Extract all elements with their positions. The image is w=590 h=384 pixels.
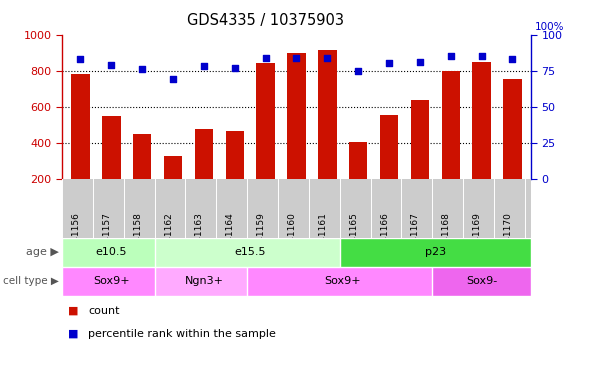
Point [168, 76, 178, 82]
Text: Ngn3+: Ngn3+ [185, 276, 224, 286]
Bar [503, 79, 522, 215]
Point [384, 60, 394, 66]
Bar [225, 131, 244, 215]
Bar [441, 71, 460, 215]
Bar [133, 134, 152, 215]
Point [323, 55, 332, 61]
Bar [164, 156, 182, 215]
Point [261, 55, 270, 61]
Bar [62, 238, 160, 267]
Bar [155, 267, 253, 296]
Point [415, 59, 425, 65]
Bar [380, 115, 398, 215]
Text: age ▶: age ▶ [26, 247, 59, 258]
Text: 100%: 100% [535, 22, 565, 32]
Text: GDS4335 / 10375903: GDS4335 / 10375903 [187, 13, 344, 28]
Point [508, 56, 517, 62]
Text: e15.5: e15.5 [234, 247, 266, 258]
Point [107, 62, 116, 68]
Bar [257, 63, 275, 215]
Text: count: count [88, 306, 120, 316]
Text: ■: ■ [68, 329, 78, 339]
Text: percentile rank within the sample: percentile rank within the sample [88, 329, 276, 339]
Bar [287, 53, 306, 215]
Text: ■: ■ [68, 306, 78, 316]
Point [76, 56, 85, 62]
Point [446, 53, 455, 59]
Text: Sox9+: Sox9+ [93, 276, 130, 286]
Point [477, 53, 486, 59]
Bar [318, 50, 336, 215]
Text: cell type ▶: cell type ▶ [3, 276, 59, 286]
Bar [411, 100, 429, 215]
Bar [340, 238, 531, 267]
Bar [71, 74, 90, 215]
Text: Sox9+: Sox9+ [324, 276, 361, 286]
Bar [473, 61, 491, 215]
Point [199, 63, 209, 70]
Text: e10.5: e10.5 [96, 247, 127, 258]
Point [291, 55, 301, 61]
Bar [155, 238, 346, 267]
Bar [432, 267, 531, 296]
Bar [195, 129, 213, 215]
Point [230, 65, 240, 71]
Point [137, 66, 147, 72]
Point [353, 68, 363, 74]
Text: Sox9-: Sox9- [466, 276, 497, 286]
Bar [247, 267, 438, 296]
Bar [102, 116, 120, 215]
Text: p23: p23 [425, 247, 446, 258]
Bar [349, 142, 368, 215]
Bar [62, 267, 160, 296]
